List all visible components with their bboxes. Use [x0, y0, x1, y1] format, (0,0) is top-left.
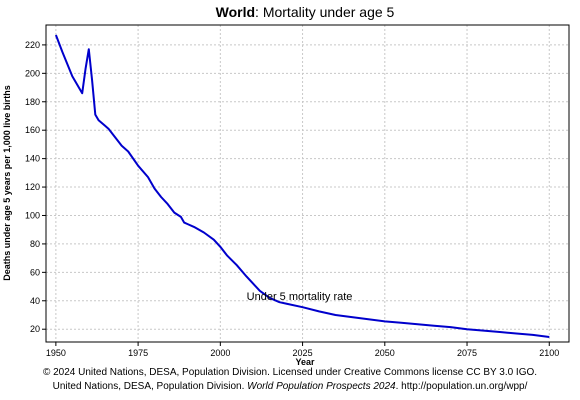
- x-axis-title: Year: [295, 357, 315, 367]
- y-tick-label-100: 100: [25, 210, 40, 220]
- y-tick-label-220: 220: [25, 40, 40, 50]
- footer-citation-source: United Nations, DESA, Population Divisio…: [52, 381, 248, 392]
- footer-copyright: © 2024 United Nations, DESA, Population …: [42, 367, 538, 378]
- x-tick-label-1950: 1950: [46, 348, 66, 358]
- y-tick-label-120: 120: [25, 182, 40, 192]
- footer-citation-publication: World Population Prospects 2024: [247, 381, 396, 392]
- y-axis-title: Deaths under age 5 years per 1,000 live …: [2, 85, 12, 281]
- x-tick-label-2100: 2100: [539, 348, 559, 358]
- chart-title: World: Mortality under age 5: [216, 4, 395, 20]
- footer-citation-url: . http://population.un.org/wpp/: [395, 381, 528, 392]
- chart-title-bold: World: [216, 4, 255, 20]
- y-tick-label-140: 140: [25, 154, 40, 164]
- y-tick-label-40: 40: [30, 296, 40, 306]
- y-tick-label-80: 80: [30, 239, 40, 249]
- y-tick-label-20: 20: [30, 324, 40, 334]
- series-line-under5-mortality: [54, 34, 550, 338]
- footer-citation: United Nations, DESA, Population Divisio…: [0, 381, 580, 393]
- x-tick-label-2050: 2050: [375, 348, 395, 358]
- y-tick-label-200: 200: [25, 68, 40, 78]
- series-annotation: Under 5 mortality rate: [247, 291, 353, 303]
- x-tick-label-2075: 2075: [457, 348, 477, 358]
- y-tick-label-160: 160: [25, 125, 40, 135]
- grid-lines: [46, 25, 569, 342]
- x-tick-label-2000: 2000: [210, 348, 230, 358]
- plot-frame: [45, 24, 570, 343]
- chart-title-rest: : Mortality under age 5: [255, 4, 395, 20]
- x-tick-label-1975: 1975: [128, 348, 148, 358]
- y-tick-label-180: 180: [25, 97, 40, 107]
- axis-ticks: [42, 44, 550, 346]
- tick-labels: 1950 1975 2000 2025 2050 2075 2100 20 40 60 80 100 1…: [25, 40, 559, 358]
- x-tick-label-2025: 2025: [293, 348, 313, 358]
- y-tick-label-60: 60: [30, 267, 40, 277]
